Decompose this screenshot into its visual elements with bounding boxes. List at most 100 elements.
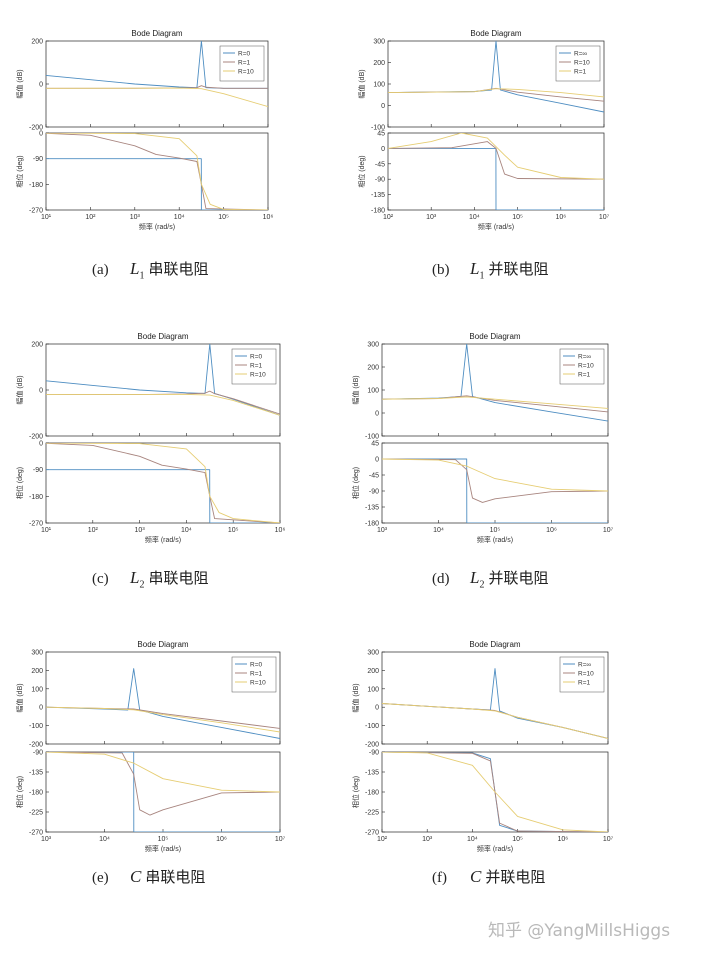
series-line-R=0: [46, 668, 280, 739]
x-tick-label: 10⁶: [555, 214, 566, 221]
x-tick-label: 10³: [426, 214, 437, 221]
series-line-R=1: [388, 88, 604, 98]
x-axis-label: 频率 (rad/s): [145, 535, 181, 544]
magnitude-axis-label: 幅值 (dB): [15, 69, 24, 98]
caption-symbol: L2: [470, 568, 485, 591]
x-tick-label: 10¹: [41, 527, 52, 534]
caption-label: (d): [432, 571, 450, 587]
y-tick-label: -180: [29, 494, 43, 501]
magnitude-axis-label: 幅值 (dB): [15, 375, 24, 404]
x-axis-label: 频率 (rad/s): [477, 844, 513, 853]
y-tick-label: -45: [369, 473, 379, 480]
phase-axis-label: 相位 (deg): [15, 467, 24, 499]
x-tick-label: 10⁶: [546, 527, 557, 534]
x-tick-label: 10⁷: [603, 527, 614, 534]
caption-symbol: L1: [130, 259, 145, 282]
y-tick-label: 0: [39, 441, 43, 448]
y-tick-label: 200: [31, 668, 43, 675]
caption-label: (b): [432, 262, 450, 278]
legend-box: [231, 348, 277, 385]
magnitude-curves: [46, 344, 280, 416]
y-tick-label: 0: [39, 82, 43, 89]
y-tick-label: 0: [375, 411, 379, 418]
phase-curves: [46, 133, 268, 210]
legend-box: [231, 656, 277, 693]
caption-text: 串联电阻: [148, 571, 209, 587]
x-tick-label: 10⁵: [228, 527, 239, 534]
y-tick-label: -180: [29, 182, 43, 189]
x-tick-label: 10¹: [41, 214, 52, 221]
caption-label: (e): [92, 870, 109, 886]
legend-label: R=∞: [574, 51, 587, 58]
y-tick-label: 0: [381, 146, 385, 153]
y-tick-label: -135: [365, 505, 379, 512]
legend-label: R=1: [578, 680, 590, 687]
y-tick-label: 100: [31, 686, 43, 693]
legend: R=∞ R=10 R=1: [559, 348, 605, 385]
legend-label: R=10: [238, 69, 254, 76]
caption-symbol: L1: [470, 259, 485, 282]
magnitude-axis-label: 幅值 (dB): [15, 683, 24, 712]
magnitude-curves: [388, 41, 604, 113]
phase-curves: [46, 752, 280, 832]
x-tick-label: 10⁶: [216, 836, 227, 843]
y-tick-label: -90: [375, 177, 385, 184]
y-tick-label: 100: [373, 82, 385, 89]
y-tick-label: -100: [371, 125, 385, 132]
legend-label: R=10: [250, 680, 266, 687]
x-tick-label: 10⁴: [469, 214, 480, 221]
series-line-R=1: [382, 703, 608, 739]
series-line-R=10: [46, 87, 268, 108]
watermark-text: 知乎 @YangMillsHiggs: [488, 921, 671, 941]
legend-box: [219, 45, 265, 82]
legend-label: R=1: [578, 372, 590, 379]
chart-title: Bode Diagram: [470, 29, 521, 38]
y-tick-label: -135: [29, 770, 43, 777]
series-line-R=10: [46, 443, 280, 523]
y-tick-label: -180: [365, 521, 379, 528]
x-axis-label: 频率 (rad/s): [477, 535, 513, 544]
x-axis-label: 频率 (rad/s): [145, 844, 181, 853]
y-tick-label: -270: [365, 830, 379, 837]
legend-label: R=0: [238, 51, 250, 58]
caption-text: 并联电阻: [485, 870, 546, 886]
x-tick-label: 10⁵: [218, 214, 229, 221]
caption-symbol: C: [130, 867, 142, 886]
caption-b: (b) L1 并联电阻: [432, 258, 548, 281]
y-tick-label: -90: [33, 467, 43, 474]
legend-label: R=1: [238, 60, 250, 67]
phase-curves: [382, 458, 608, 523]
y-tick-label: -90: [33, 750, 43, 757]
x-tick-label: 10⁵: [512, 836, 523, 843]
y-tick-label: 300: [367, 650, 379, 657]
caption-symbol: C: [470, 867, 482, 886]
series-line-R=10: [46, 706, 280, 733]
caption-label: (a): [92, 262, 109, 278]
caption-a: (a) L1 串联电阻: [92, 258, 208, 281]
x-tick-label: 10⁵: [158, 836, 169, 843]
x-tick-label: 10³: [135, 527, 146, 534]
y-tick-label: -270: [29, 521, 43, 528]
y-tick-label: -200: [29, 434, 43, 441]
phase-axis-label: 相位 (deg): [351, 776, 360, 808]
chart-title: Bode Diagram: [131, 29, 182, 38]
x-tick-label: 10⁴: [433, 527, 444, 534]
y-tick-label: 200: [367, 365, 379, 372]
series-line-R=1: [46, 133, 268, 210]
x-tick-label: 10³: [130, 214, 141, 221]
phase-curves: [46, 443, 280, 523]
legend-label: R=10: [578, 363, 594, 370]
magnitude-axis-label: 幅值 (dB): [357, 69, 366, 98]
x-tick-label: 10⁷: [603, 836, 614, 843]
chart-title: Bode Diagram: [469, 332, 520, 341]
series-line-R=1: [382, 752, 608, 832]
chart-title: Bode Diagram: [469, 640, 520, 649]
y-tick-label: 0: [375, 705, 379, 712]
legend-label: R=10: [578, 671, 594, 678]
y-tick-label: 0: [381, 103, 385, 110]
phase-plot-frame: [45, 132, 269, 211]
legend-label: R=∞: [578, 354, 591, 361]
caption-text: 并联电阻: [488, 262, 549, 278]
x-axis-label: 频率 (rad/s): [478, 222, 514, 231]
